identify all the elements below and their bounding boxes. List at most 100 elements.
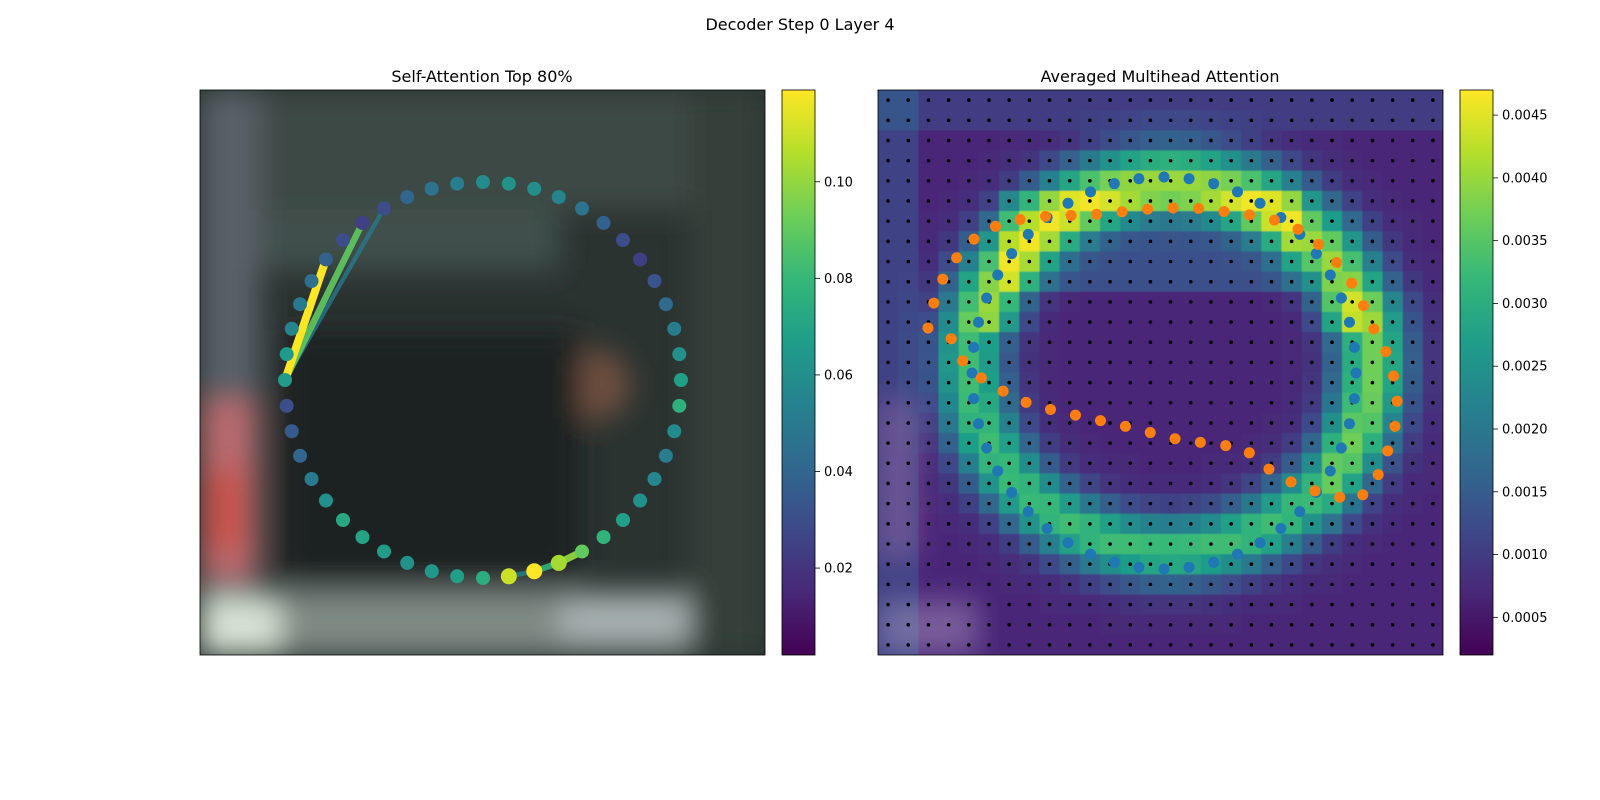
grid-dot bbox=[1229, 158, 1233, 163]
grid-dot bbox=[1168, 360, 1173, 365]
grid-dot bbox=[1431, 441, 1435, 445]
attention-point bbox=[575, 201, 589, 216]
grid-dot bbox=[1168, 421, 1173, 425]
grid-dot bbox=[1330, 199, 1334, 203]
predicted-point bbox=[990, 220, 1002, 232]
grid-dot bbox=[1269, 481, 1274, 486]
grid-dot bbox=[1330, 441, 1334, 445]
grid-dot bbox=[1067, 138, 1072, 143]
grid-dot bbox=[1188, 300, 1193, 304]
grid-dot bbox=[1390, 199, 1395, 203]
grid-dot bbox=[1310, 522, 1314, 526]
grid-dot bbox=[1148, 400, 1153, 405]
grid-dot bbox=[1007, 421, 1011, 425]
grid-dot bbox=[967, 380, 971, 385]
grid-dot bbox=[1007, 562, 1011, 566]
grid-dot bbox=[1047, 582, 1052, 587]
grid-dot bbox=[1148, 98, 1153, 102]
grid-dot bbox=[1148, 461, 1153, 466]
grid-dot bbox=[886, 643, 890, 647]
grid-dot bbox=[886, 522, 890, 526]
query-point bbox=[1335, 292, 1347, 304]
grid-dot bbox=[1370, 340, 1375, 345]
grid-dot bbox=[1330, 461, 1334, 466]
grid-dot bbox=[1188, 400, 1193, 405]
grid-dot bbox=[967, 300, 971, 304]
grid-dot bbox=[1088, 199, 1092, 203]
grid-dot bbox=[926, 118, 931, 123]
predicted-point bbox=[1193, 202, 1205, 214]
colorbar-tick-label: 0.02 bbox=[824, 562, 853, 577]
grid-dot bbox=[1209, 481, 1213, 486]
grid-dot bbox=[1390, 138, 1395, 143]
attention-point bbox=[672, 398, 687, 413]
grid-dot bbox=[886, 380, 890, 385]
grid-dot bbox=[1431, 279, 1435, 284]
grid-dot bbox=[946, 542, 951, 546]
grid-dot bbox=[1330, 622, 1334, 627]
grid-dot bbox=[1289, 239, 1294, 244]
grid-dot bbox=[926, 219, 931, 223]
predicted-point bbox=[1372, 469, 1384, 481]
grid-dot bbox=[1431, 542, 1435, 546]
grid-dot bbox=[886, 279, 890, 284]
grid-dot bbox=[1047, 643, 1052, 647]
grid-dot bbox=[1431, 360, 1435, 365]
query-point bbox=[968, 341, 980, 353]
grid-dot bbox=[1310, 461, 1314, 466]
grid-dot bbox=[1310, 441, 1314, 445]
grid-dot bbox=[1289, 360, 1294, 365]
grid-dot bbox=[1370, 138, 1375, 143]
grid-dot bbox=[1289, 461, 1294, 466]
grid-dot bbox=[1310, 562, 1314, 566]
grid-dot bbox=[1067, 259, 1072, 264]
grid-dot bbox=[1007, 542, 1011, 546]
predicted-point bbox=[951, 252, 963, 264]
grid-dot bbox=[1269, 118, 1274, 123]
grid-dot bbox=[886, 602, 890, 607]
grid-dot bbox=[1007, 179, 1011, 183]
grid-dot bbox=[1047, 360, 1052, 365]
grid-dot bbox=[1168, 602, 1173, 607]
predicted-point bbox=[1263, 463, 1275, 475]
grid-dot bbox=[926, 98, 931, 102]
grid-dot bbox=[886, 219, 890, 223]
grid-dot bbox=[1088, 421, 1092, 425]
grid-dot bbox=[1229, 643, 1233, 647]
predicted-point bbox=[1144, 427, 1156, 439]
grid-dot bbox=[1249, 199, 1254, 203]
grid-dot bbox=[1431, 400, 1435, 405]
colorbar-tick-label: 0.08 bbox=[824, 272, 853, 287]
grid-dot bbox=[1390, 582, 1395, 587]
grid-dot bbox=[906, 199, 911, 203]
grid-dot bbox=[1310, 138, 1314, 143]
attention-point bbox=[550, 554, 567, 571]
grid-dot bbox=[1128, 360, 1133, 365]
grid-dot bbox=[1431, 380, 1435, 385]
grid-dot bbox=[1350, 300, 1354, 304]
grid-dot bbox=[1047, 542, 1052, 546]
grid-dot bbox=[1168, 522, 1173, 526]
grid-dot bbox=[1249, 179, 1254, 183]
grid-dot bbox=[946, 501, 951, 506]
grid-dot bbox=[1390, 501, 1395, 506]
grid-dot bbox=[906, 380, 911, 385]
grid-dot bbox=[1350, 441, 1354, 445]
grid-dot bbox=[1410, 179, 1415, 183]
predicted-point bbox=[1334, 491, 1346, 503]
grid-dot bbox=[946, 199, 951, 203]
grid-dot bbox=[1229, 320, 1233, 324]
grid-dot bbox=[1249, 542, 1254, 546]
grid-dot bbox=[1269, 340, 1274, 345]
grid-dot bbox=[1229, 138, 1233, 143]
grid-dot bbox=[1431, 643, 1435, 647]
grid-dot bbox=[1310, 421, 1314, 425]
grid-dot bbox=[1007, 320, 1011, 324]
grid-dot bbox=[1209, 622, 1213, 627]
grid-dot bbox=[1128, 522, 1133, 526]
grid-dot bbox=[1289, 542, 1294, 546]
attention-point bbox=[318, 252, 333, 267]
grid-dot bbox=[1088, 98, 1092, 102]
grid-dot bbox=[1188, 622, 1193, 627]
grid-dot bbox=[1067, 481, 1072, 486]
